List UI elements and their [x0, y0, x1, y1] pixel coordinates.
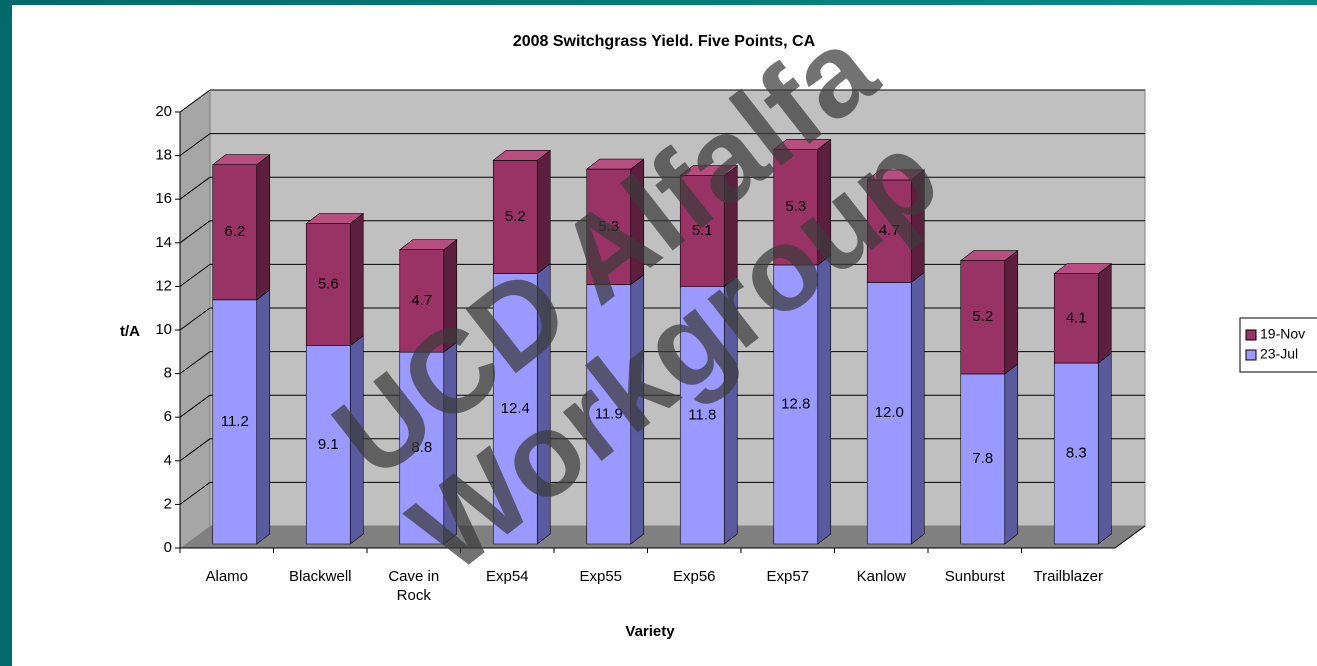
chart-title: 2008 Switchgrass Yield. Five Points, CA — [513, 33, 816, 50]
grid-line — [179, 220, 211, 244]
legend-swatch — [1245, 349, 1257, 361]
y-axis-label: t/A — [120, 323, 140, 340]
x-tick-label: Trailblazer — [1033, 568, 1103, 585]
data-label: 5.3 — [598, 218, 619, 235]
y-tick-label: 10 — [155, 321, 172, 338]
data-label: 5.2 — [505, 208, 526, 225]
y-tick-label: 12 — [155, 277, 172, 294]
bar-side — [256, 154, 271, 301]
bar-top — [679, 165, 739, 176]
x-tick-label: Exp56 — [672, 568, 716, 585]
x-axis-label: Variety — [625, 623, 675, 640]
grid-line — [179, 394, 211, 418]
bar-top — [772, 139, 832, 150]
floor-edge — [1114, 525, 1146, 549]
bar-top — [305, 213, 365, 224]
grid-line — [179, 307, 211, 331]
legend — [1239, 317, 1317, 373]
data-label: 11.8 — [688, 406, 716, 423]
bar-top — [398, 239, 458, 250]
bar-top — [959, 250, 1019, 261]
data-label: 4.1 — [1066, 309, 1087, 326]
bar-top — [211, 154, 271, 165]
data-label: 4.7 — [411, 292, 432, 309]
x-tick-label: Blackwell — [288, 568, 352, 585]
x-tick-label: Exp55 — [579, 568, 623, 585]
grid-line — [179, 481, 211, 505]
legend-items: 19-Nov 23-Jul — [1245, 326, 1305, 362]
x-tick-label: Kanlow — [856, 568, 906, 585]
bar-side — [1004, 249, 1019, 375]
bar-top — [866, 169, 926, 181]
legend-label: 19-Nov — [1260, 326, 1305, 342]
data-label: 5.2 — [972, 308, 993, 325]
grid-line — [179, 351, 211, 375]
legend-swatch — [1245, 329, 1257, 341]
bar-side — [910, 271, 925, 545]
grid-line — [179, 133, 211, 157]
y-tick-label: 16 — [155, 190, 172, 207]
x-tick-label: Exp57 — [766, 568, 810, 585]
y-tick-label: 18 — [155, 147, 172, 164]
bar-side — [1004, 363, 1019, 545]
data-label: 12.0 — [875, 404, 904, 421]
x-tick-label: Sunburst — [944, 568, 1005, 585]
data-label: 5.6 — [318, 276, 339, 293]
data-label: 12.8 — [781, 395, 810, 412]
bar-side — [256, 289, 271, 545]
bar-top — [585, 158, 645, 170]
grid-line — [179, 438, 211, 462]
data-label: 5.1 — [692, 222, 713, 239]
x-tick-label: Exp54 — [485, 568, 529, 585]
data-label: 7.8 — [972, 450, 993, 467]
y-tick-label: 8 — [164, 365, 172, 382]
grid-line — [179, 89, 211, 113]
legend-label: 23-Jul — [1260, 346, 1298, 362]
data-label: 8.3 — [1066, 444, 1087, 461]
bar-side — [349, 212, 364, 347]
grid-line — [179, 176, 211, 200]
data-label: 12.4 — [501, 400, 530, 417]
y-tick-label: 14 — [155, 234, 172, 251]
grid-line — [179, 263, 211, 287]
data-label: 9.1 — [318, 436, 339, 453]
y-tick-label: 0 — [164, 539, 172, 556]
x-tick-label: Alamo — [205, 568, 249, 585]
data-label: 11.2 — [221, 413, 249, 430]
y-tick-label: 20 — [155, 103, 172, 120]
bar-top — [492, 150, 552, 161]
data-label: 11.9 — [595, 405, 623, 422]
data-label: 5.3 — [785, 198, 806, 215]
bar-top — [1053, 263, 1113, 274]
data-label: 6.2 — [224, 223, 245, 240]
bar-side — [1097, 352, 1112, 545]
x-tick-label: Cave in Rock — [388, 568, 440, 604]
bar-side — [1097, 263, 1112, 364]
y-tick-label: 6 — [164, 408, 172, 425]
data-label: 4.7 — [879, 222, 900, 239]
y-tick-label: 4 — [164, 452, 172, 469]
y-tick-label: 2 — [164, 495, 172, 512]
data-label: 8.8 — [411, 439, 432, 456]
